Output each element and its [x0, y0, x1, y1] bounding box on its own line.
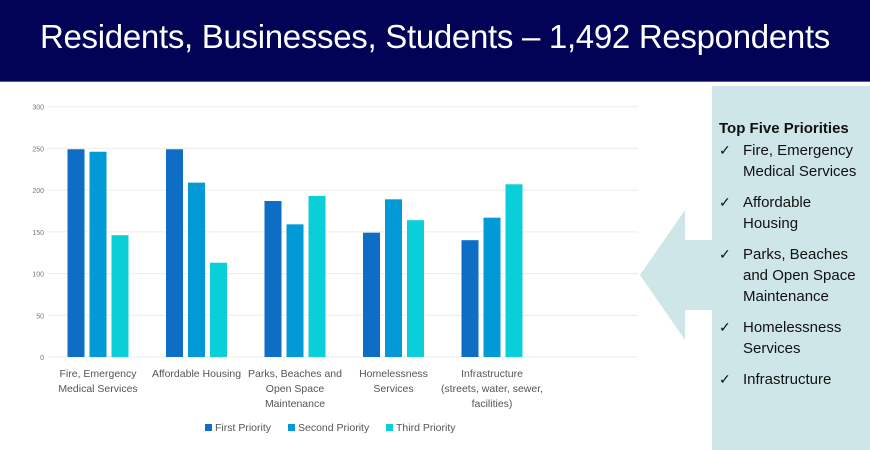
legend-swatch: [386, 424, 393, 431]
check-icon: ✓: [719, 142, 731, 158]
y-tick-label: 150: [32, 230, 44, 237]
x-tick-label: Medical Services: [58, 383, 137, 395]
y-tick-label: 300: [32, 105, 44, 112]
list-item: ✓ Parks, Beaches and Open Space Maintenan…: [719, 244, 869, 307]
bar-first-priority: [166, 149, 183, 357]
bar-second-priority: [188, 182, 205, 357]
y-tick-label: 50: [36, 313, 44, 320]
list-item: ✓ Homelessness Services: [719, 317, 869, 359]
bar-second-priority: [385, 199, 402, 357]
bar-chart: 0 50 100 150 200 250 300 Fire, Emergency Medical…: [32, 105, 638, 434]
y-tick-label: 200: [32, 188, 44, 195]
legend-swatch: [205, 424, 212, 431]
x-tick-label: Maintenance: [265, 398, 325, 410]
priorities-list: ✓ Fire, Emergency Medical Services ✓ Affor…: [719, 140, 869, 400]
bar-third-priority: [111, 235, 129, 357]
bar-second-priority: [286, 224, 304, 357]
item-label: Infrastructure: [743, 371, 832, 388]
check-icon: ✓: [719, 246, 731, 262]
bar-first-priority: [461, 240, 479, 357]
bar-third-priority: [308, 195, 326, 357]
check-icon: ✓: [719, 371, 731, 387]
bar-third-priority: [505, 184, 523, 357]
legend-label: First Priority: [215, 422, 272, 434]
x-tick-label: (streets, water, sewer,: [441, 383, 543, 395]
item-label: Parks, Beaches and Open Space Maintenanc…: [743, 246, 856, 305]
priorities-panel: Top Five Priorities ✓ Fire, Emergency Med…: [712, 86, 870, 450]
legend-label: Third Priority: [396, 422, 456, 434]
x-tick-label: Parks, Beaches and: [248, 368, 342, 380]
header-banner: Residents, Businesses, Students – 1,492 …: [0, 0, 870, 82]
item-label: Homelessness Services: [743, 319, 842, 357]
x-tick-label: Affordable Housing: [152, 368, 241, 380]
x-tick-label: Services: [373, 383, 413, 395]
y-tick-label: 100: [32, 272, 44, 279]
bar-first-priority: [67, 149, 85, 357]
panel-title: Top Five Priorities: [719, 120, 849, 137]
list-item: ✓ Affordable Housing: [719, 192, 869, 234]
bar-third-priority: [210, 262, 227, 357]
x-tick-label: Homelessness: [359, 368, 428, 380]
x-tick-label: Open Space: [266, 383, 325, 395]
legend-swatch: [288, 424, 295, 431]
x-tick-label: Fire, Emergency: [59, 368, 137, 380]
bar-third-priority: [407, 220, 424, 357]
y-tick-label: 250: [32, 146, 44, 153]
page-title: Residents, Businesses, Students – 1,492 …: [39, 18, 831, 55]
bar-second-priority: [89, 151, 107, 357]
bar-first-priority: [363, 232, 380, 357]
bar-first-priority: [264, 200, 282, 357]
item-label: Fire, Emergency Medical Services: [743, 142, 857, 180]
check-icon: ✓: [719, 194, 731, 210]
bar-second-priority: [483, 217, 501, 357]
x-tick-label: facilities): [472, 398, 513, 410]
arrow-left-icon: [640, 210, 714, 340]
check-icon: ✓: [719, 319, 731, 335]
y-tick-label: 0: [40, 355, 44, 362]
legend-label: Second Priority: [298, 422, 370, 434]
list-item: ✓ Fire, Emergency Medical Services: [719, 140, 869, 182]
list-item: ✓ Infrastructure: [719, 369, 869, 390]
x-tick-label: Infrastructure: [461, 368, 523, 380]
item-label: Affordable Housing: [743, 194, 812, 232]
